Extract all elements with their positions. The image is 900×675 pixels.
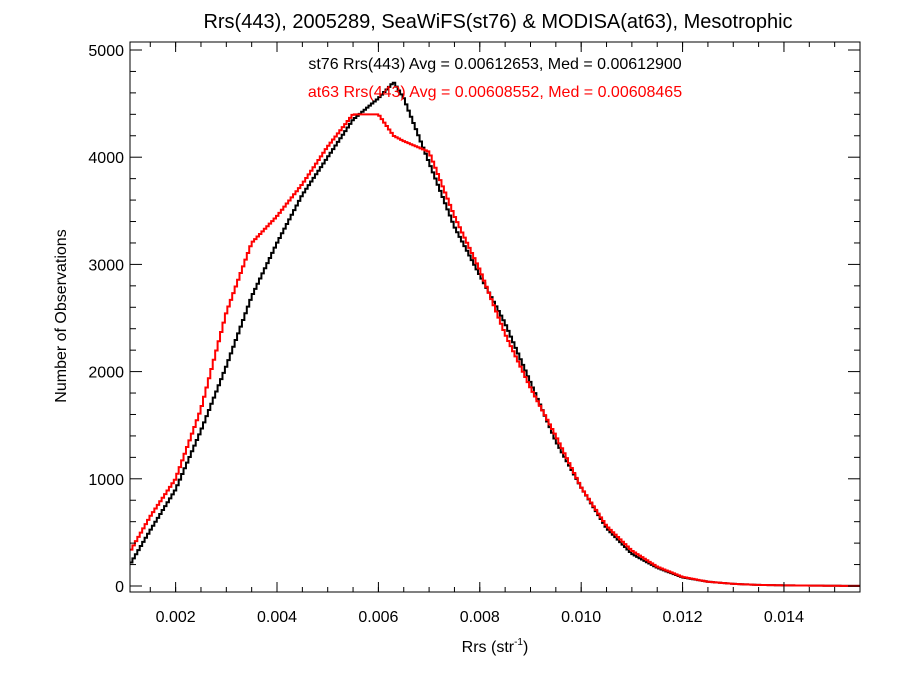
histogram-series-1 <box>130 113 860 587</box>
y-tick-label: 0 <box>115 579 124 596</box>
y-tick-label: 2000 <box>88 365 124 382</box>
y-tick-label: 4000 <box>88 150 124 167</box>
x-axis-label-close: ) <box>523 639 528 656</box>
y-tick-label: 5000 <box>88 43 124 60</box>
x-tick-label: 0.004 <box>257 609 297 626</box>
plot-frame <box>129 41 861 593</box>
y-axis: 0 1000 2000 3000 4000 5000 <box>88 43 860 596</box>
series-layer <box>130 81 860 587</box>
x-tick-label: 0.010 <box>561 609 601 626</box>
annotation-at63: at63 Rrs(443) Avg = 0.00608552, Med = 0.… <box>308 84 682 101</box>
x-tick-label: 0.012 <box>663 609 703 626</box>
annotation-st76: st76 Rrs(443) Avg = 0.00612653, Med = 0.… <box>308 56 681 73</box>
x-tick-label: 0.014 <box>764 609 804 626</box>
y-tick-label: 3000 <box>88 257 124 274</box>
chart-title: Rrs(443), 2005289, SeaWiFS(st76) & MODIS… <box>203 11 792 33</box>
x-tick-label: 0.008 <box>460 609 500 626</box>
x-axis-label-main: Rrs (str <box>462 639 515 656</box>
x-tick-label: 0.006 <box>358 609 398 626</box>
x-axis-label-superscript: -1 <box>514 637 523 648</box>
y-tick-label: 1000 <box>88 472 124 489</box>
x-tick-label: 0.002 <box>156 609 196 626</box>
x-axis: 0.002 0.004 0.006 0.008 0.010 0.012 0.014 <box>149 42 861 626</box>
x-axis-label: Rrs (str-1) <box>462 637 529 656</box>
y-axis-label: Number of Observations <box>53 229 70 402</box>
